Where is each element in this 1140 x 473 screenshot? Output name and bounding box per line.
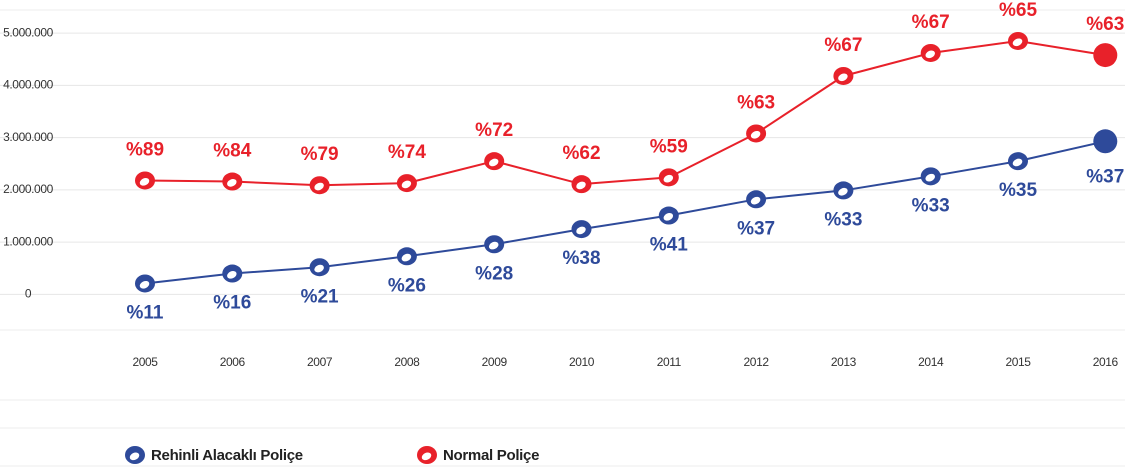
point	[484, 235, 505, 254]
data-label: %89	[126, 140, 164, 161]
point	[571, 220, 592, 239]
data-label: %67	[824, 35, 862, 56]
data-label: %33	[824, 209, 862, 230]
legend-marker	[417, 446, 437, 464]
legend-marker	[125, 446, 145, 464]
point	[1008, 152, 1028, 171]
point	[1093, 129, 1118, 154]
data-label: %62	[562, 143, 600, 164]
point	[920, 167, 941, 186]
data-label: %37	[1086, 166, 1124, 187]
point	[396, 174, 417, 193]
x-tick-label: 2006	[220, 355, 246, 369]
data-label: %35	[999, 180, 1037, 201]
point	[571, 175, 592, 194]
data-label: %59	[650, 136, 688, 157]
data-label: %38	[562, 248, 600, 269]
series-line	[144, 140, 1106, 285]
point	[222, 264, 243, 283]
y-tick-label: 2.000.000	[3, 182, 54, 196]
data-label: %63	[737, 92, 775, 113]
data-label: %28	[475, 263, 513, 284]
data-label: %21	[301, 286, 339, 307]
point	[135, 274, 155, 293]
data-label: %41	[650, 235, 688, 256]
point	[658, 168, 679, 187]
x-tick-label: 2013	[831, 355, 857, 369]
point	[658, 206, 679, 225]
point	[1008, 31, 1028, 50]
data-label: %11	[127, 302, 164, 323]
point	[920, 43, 941, 62]
x-tick-label: 2010	[569, 355, 595, 369]
x-tick-label: 2014	[918, 355, 944, 369]
point	[833, 181, 854, 200]
x-tick-label: 2016	[1093, 355, 1119, 369]
point	[484, 152, 505, 171]
data-label: %26	[388, 275, 426, 296]
data-label: %72	[475, 120, 513, 141]
point	[746, 190, 767, 209]
data-label: %33	[912, 195, 950, 216]
y-tick-label: 1.000.000	[3, 234, 54, 248]
data-label: %63	[1086, 14, 1124, 35]
data-label: %16	[213, 293, 251, 314]
point	[309, 258, 330, 277]
legend-label: Normal Poliçe	[443, 447, 539, 464]
x-tick-label: 2007	[307, 355, 333, 369]
y-tick-label: 5.000.000	[3, 25, 54, 39]
data-label: %79	[301, 144, 339, 165]
point	[135, 171, 155, 190]
legend-label: Rehinli Alacaklı Poliçe	[151, 447, 303, 464]
point	[746, 124, 767, 143]
x-tick-label: 2015	[1005, 355, 1031, 369]
y-tick-label: 3.000.000	[3, 130, 54, 144]
series-line	[144, 39, 1106, 187]
point	[396, 247, 417, 266]
point	[222, 172, 243, 191]
x-tick-label: 2008	[394, 355, 420, 369]
point	[309, 176, 330, 195]
data-label: %65	[999, 0, 1037, 21]
data-label: %84	[213, 141, 251, 162]
point	[1093, 43, 1118, 68]
x-tick-label: 2009	[482, 355, 508, 369]
data-label: %37	[737, 218, 775, 239]
y-tick-label: 0	[25, 287, 32, 301]
x-tick-label: 2012	[744, 355, 770, 369]
data-label: %67	[912, 12, 950, 33]
x-tick-label: 2011	[657, 355, 682, 369]
point	[833, 66, 854, 85]
data-label: %74	[388, 142, 426, 163]
y-tick-label: 4.000.000	[3, 78, 54, 92]
x-tick-label: 2005	[132, 355, 158, 369]
